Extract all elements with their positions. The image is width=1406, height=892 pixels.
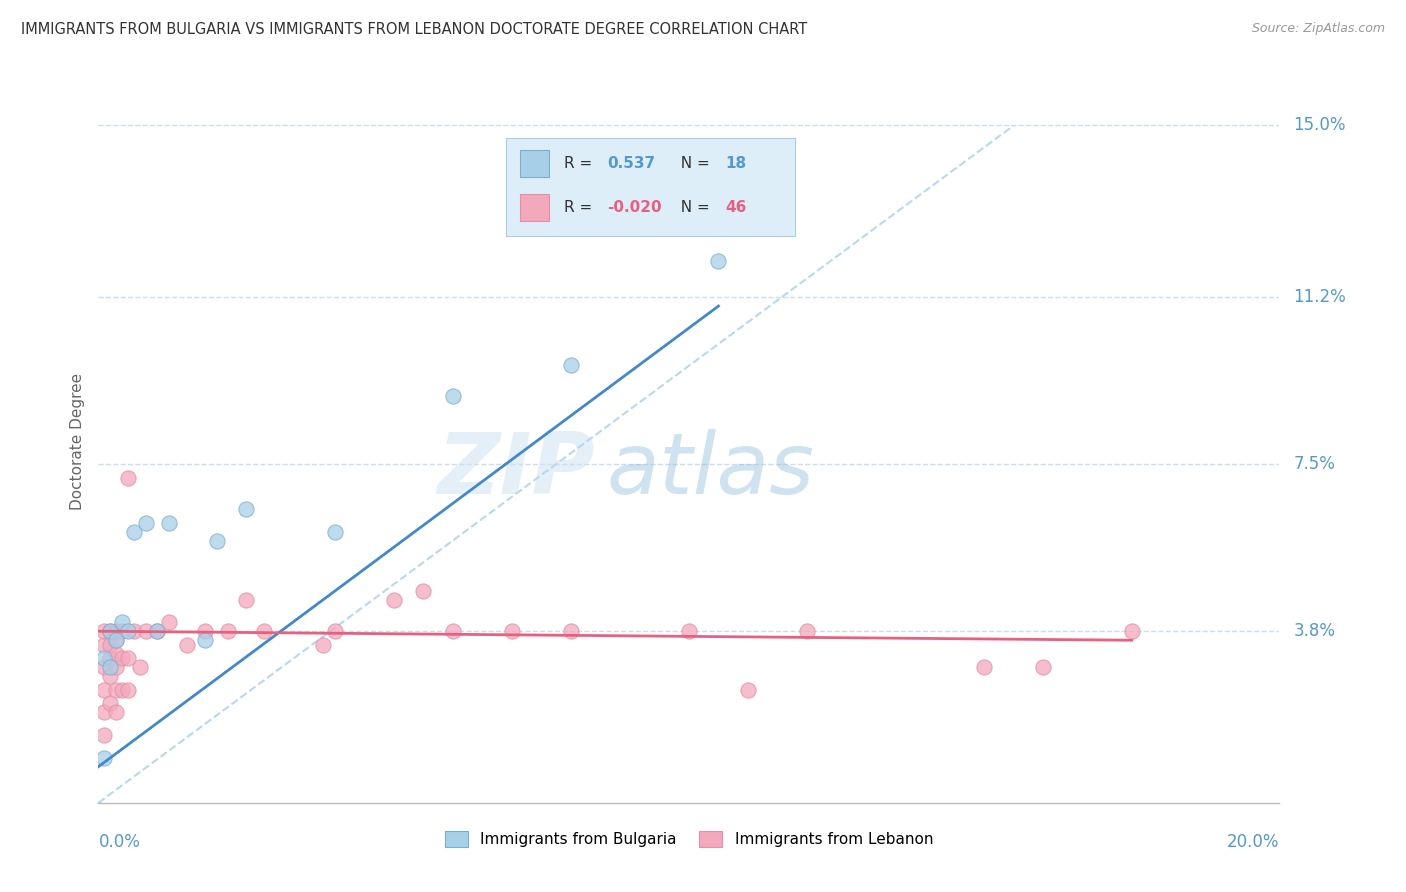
Point bbox=[93, 706, 115, 720]
Text: atlas: atlas bbox=[606, 429, 814, 512]
Point bbox=[441, 389, 464, 403]
Point bbox=[105, 633, 128, 648]
Point bbox=[98, 697, 121, 711]
Point bbox=[135, 516, 157, 530]
Point bbox=[98, 638, 121, 652]
Point bbox=[146, 624, 169, 639]
Point bbox=[441, 624, 464, 639]
Point bbox=[176, 638, 198, 652]
Point bbox=[135, 624, 157, 639]
Text: 0.0%: 0.0% bbox=[98, 833, 141, 851]
Point bbox=[117, 651, 139, 665]
Point bbox=[560, 358, 582, 372]
Text: ZIP: ZIP bbox=[437, 429, 595, 512]
Point bbox=[205, 533, 228, 548]
Point bbox=[105, 647, 128, 661]
Point bbox=[98, 624, 121, 639]
Point bbox=[105, 682, 128, 697]
Point bbox=[1121, 624, 1143, 639]
Point bbox=[98, 624, 121, 639]
Point bbox=[412, 583, 434, 598]
Point bbox=[93, 682, 115, 697]
Point bbox=[93, 728, 115, 742]
Point bbox=[973, 660, 995, 674]
Y-axis label: Doctorate Degree: Doctorate Degree bbox=[69, 373, 84, 510]
Point bbox=[105, 633, 128, 648]
Point bbox=[235, 502, 257, 516]
Text: 11.2%: 11.2% bbox=[1294, 288, 1346, 306]
Point bbox=[678, 624, 700, 639]
Point bbox=[1032, 660, 1054, 674]
Point bbox=[253, 624, 276, 639]
Point bbox=[122, 524, 145, 539]
Point bbox=[707, 253, 730, 268]
Point bbox=[98, 660, 121, 674]
Point bbox=[312, 638, 335, 652]
Point bbox=[157, 516, 180, 530]
Point bbox=[560, 624, 582, 639]
Point bbox=[146, 624, 169, 639]
Point bbox=[796, 624, 818, 639]
Point bbox=[111, 615, 134, 630]
Point bbox=[93, 651, 115, 665]
Point bbox=[111, 682, 134, 697]
Point bbox=[323, 524, 346, 539]
Point bbox=[111, 651, 134, 665]
Text: 20.0%: 20.0% bbox=[1227, 833, 1279, 851]
Text: 7.5%: 7.5% bbox=[1294, 455, 1336, 473]
Text: 15.0%: 15.0% bbox=[1294, 117, 1346, 135]
Point bbox=[194, 624, 217, 639]
Point bbox=[117, 682, 139, 697]
Point bbox=[194, 633, 217, 648]
Point bbox=[235, 592, 257, 607]
Point bbox=[501, 624, 523, 639]
Point bbox=[93, 660, 115, 674]
Point bbox=[157, 615, 180, 630]
Point bbox=[98, 669, 121, 683]
Point bbox=[105, 706, 128, 720]
Text: IMMIGRANTS FROM BULGARIA VS IMMIGRANTS FROM LEBANON DOCTORATE DEGREE CORRELATION: IMMIGRANTS FROM BULGARIA VS IMMIGRANTS F… bbox=[21, 22, 807, 37]
Point bbox=[93, 638, 115, 652]
Text: Source: ZipAtlas.com: Source: ZipAtlas.com bbox=[1251, 22, 1385, 36]
Point bbox=[128, 660, 150, 674]
Point bbox=[105, 624, 128, 639]
Point bbox=[98, 651, 121, 665]
Point bbox=[737, 682, 759, 697]
Point bbox=[93, 750, 115, 764]
Point bbox=[117, 624, 139, 639]
Text: 3.8%: 3.8% bbox=[1294, 623, 1336, 640]
Point bbox=[217, 624, 239, 639]
Point bbox=[122, 624, 145, 639]
Legend: Immigrants from Bulgaria, Immigrants from Lebanon: Immigrants from Bulgaria, Immigrants fro… bbox=[439, 825, 939, 853]
Point bbox=[117, 471, 139, 485]
Point bbox=[111, 624, 134, 639]
Point bbox=[382, 592, 405, 607]
Point bbox=[323, 624, 346, 639]
Point bbox=[105, 660, 128, 674]
Point bbox=[93, 624, 115, 639]
